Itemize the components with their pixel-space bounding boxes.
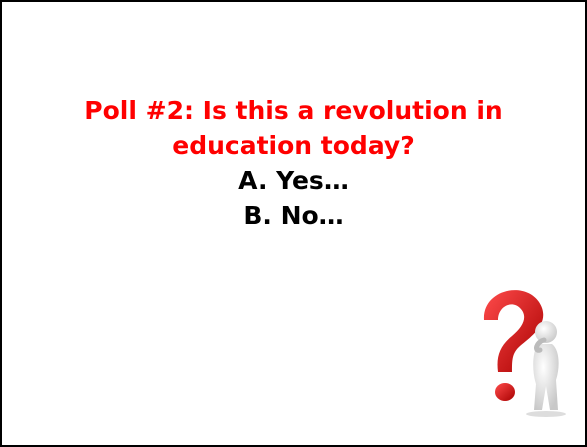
question-dot xyxy=(495,383,515,401)
slide: Poll #2: Is this a revolution in educati… xyxy=(0,0,587,447)
question-figure xyxy=(454,280,578,420)
option: A. Yes… xyxy=(42,163,545,198)
slide-content: Poll #2: Is this a revolution in educati… xyxy=(42,93,545,233)
page: {"slide": {"title": "Poll #2: Is this a … xyxy=(0,0,587,447)
option: B. No… xyxy=(42,198,545,233)
figure-body xyxy=(533,344,558,410)
slide-title: Poll #2: Is this a revolution in educati… xyxy=(42,93,545,163)
figure-shadow xyxy=(526,411,566,417)
